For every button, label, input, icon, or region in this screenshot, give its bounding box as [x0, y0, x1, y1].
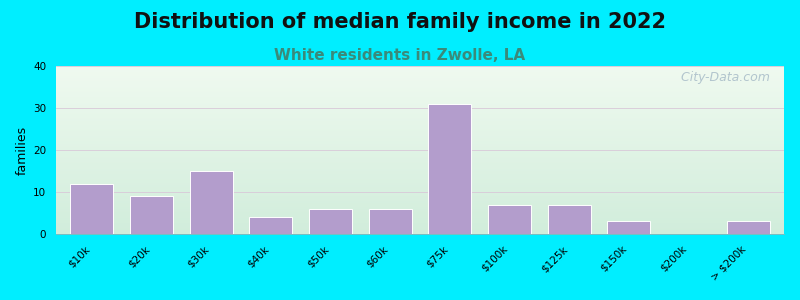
Bar: [607, 221, 650, 234]
Text: Distribution of median family income in 2022: Distribution of median family income in …: [134, 12, 666, 32]
Bar: [250, 217, 292, 234]
Bar: [190, 171, 233, 234]
Bar: [130, 196, 173, 234]
Text: City-Data.com: City-Data.com: [673, 71, 770, 84]
Bar: [548, 205, 590, 234]
Bar: [70, 184, 114, 234]
Text: White residents in Zwolle, LA: White residents in Zwolle, LA: [274, 48, 526, 63]
Bar: [428, 104, 471, 234]
Bar: [726, 221, 770, 234]
Bar: [488, 205, 531, 234]
Bar: [309, 209, 352, 234]
Y-axis label: families: families: [16, 125, 29, 175]
Bar: [369, 209, 412, 234]
